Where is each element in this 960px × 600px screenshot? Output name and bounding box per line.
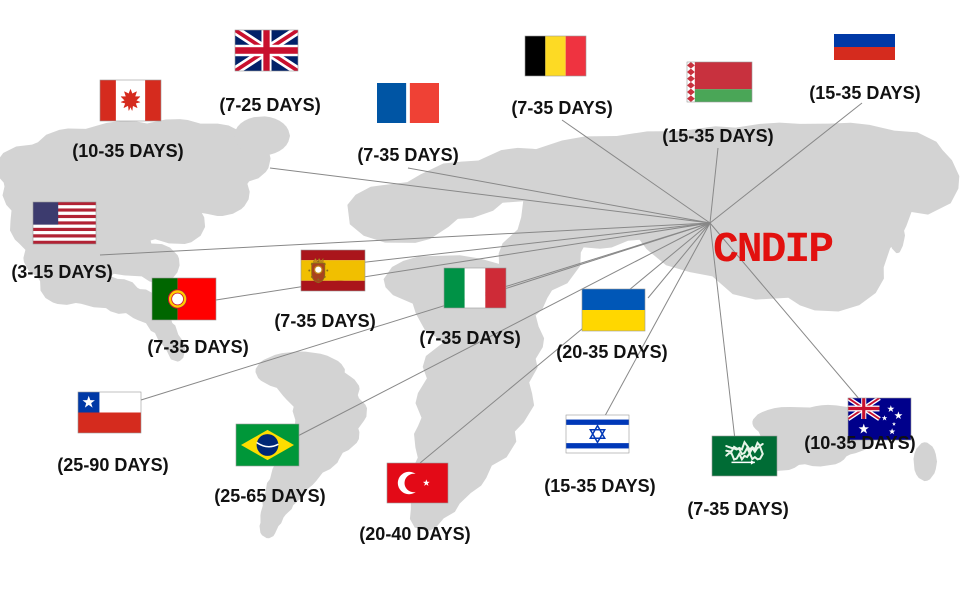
svg-text:(25-90 DAYS): (25-90 DAYS): [57, 455, 168, 475]
svg-text:(20-40 DAYS): (20-40 DAYS): [359, 524, 470, 544]
svg-text:(15-35 DAYS): (15-35 DAYS): [544, 476, 655, 496]
svg-text:(15-35 DAYS): (15-35 DAYS): [809, 83, 920, 103]
svg-text:(7-35 DAYS): (7-35 DAYS): [147, 337, 248, 357]
svg-text:(7-35 DAYS): (7-35 DAYS): [419, 328, 520, 348]
svg-text:(15-35 DAYS): (15-35 DAYS): [662, 126, 773, 146]
svg-text:(10-35 DAYS): (10-35 DAYS): [804, 433, 915, 453]
svg-text:CNDIP: CNDIP: [713, 225, 832, 274]
svg-text:(20-35 DAYS): (20-35 DAYS): [556, 342, 667, 362]
svg-text:(7-35 DAYS): (7-35 DAYS): [357, 145, 458, 165]
svg-text:(7-25 DAYS): (7-25 DAYS): [219, 95, 320, 115]
svg-text:(3-15 DAYS): (3-15 DAYS): [11, 262, 112, 282]
svg-text:(7-35 DAYS): (7-35 DAYS): [511, 98, 612, 118]
svg-text:(10-35 DAYS): (10-35 DAYS): [72, 141, 183, 161]
svg-text:(7-35 DAYS): (7-35 DAYS): [274, 311, 375, 331]
svg-text:(7-35 DAYS): (7-35 DAYS): [687, 499, 788, 519]
svg-text:(25-65 DAYS): (25-65 DAYS): [214, 486, 325, 506]
